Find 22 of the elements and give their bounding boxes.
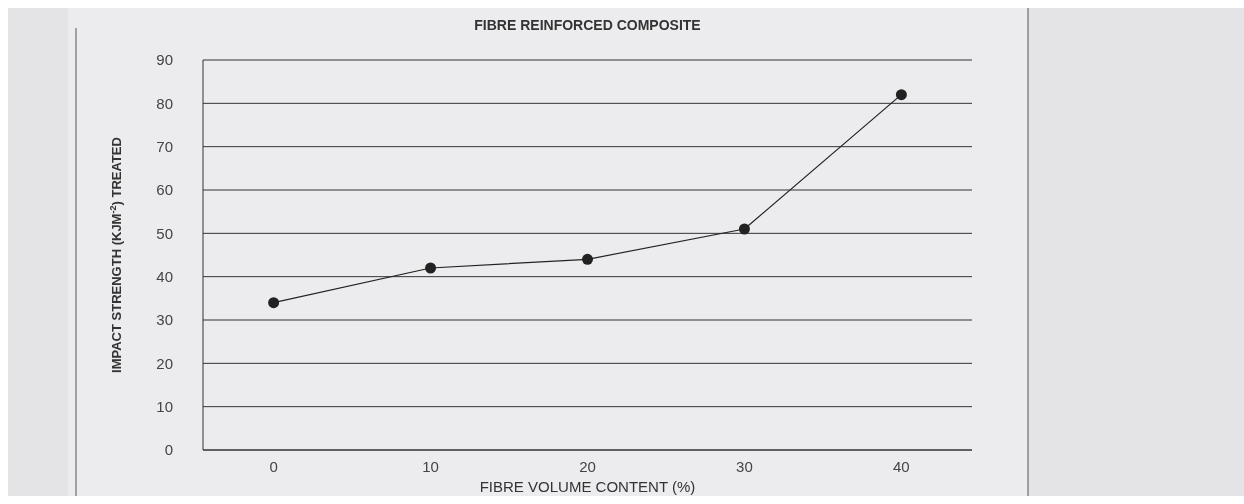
y-tick-label: 40 <box>156 267 173 285</box>
x-tick-label: 20 <box>579 458 596 475</box>
point <box>738 223 750 235</box>
y-tick-label: 90 <box>156 51 173 69</box>
y-tick-label: 20 <box>156 354 173 372</box>
point <box>425 262 437 274</box>
x-axis-title: FIBRE VOLUME CONTENT (%) <box>479 478 696 495</box>
y-tick-label: 60 <box>156 181 173 199</box>
chart-title: FIBRE REINFORCED COMPOSITE <box>474 17 701 33</box>
x-tick-label: 30 <box>736 458 753 475</box>
point <box>268 297 280 309</box>
x-tick-label: 10 <box>422 458 439 475</box>
y-tick-label: 70 <box>156 137 173 155</box>
x-tick-label: 0 <box>269 458 278 475</box>
y-tick-label: 80 <box>156 94 173 112</box>
y-tick-label: 10 <box>156 397 173 415</box>
y-tick-label: 0 <box>164 441 173 459</box>
point <box>895 89 907 101</box>
y-tick-label: 50 <box>156 224 173 242</box>
point <box>582 253 593 265</box>
x-tick-label: 40 <box>893 458 910 475</box>
y-tick-label: 30 <box>156 311 173 329</box>
